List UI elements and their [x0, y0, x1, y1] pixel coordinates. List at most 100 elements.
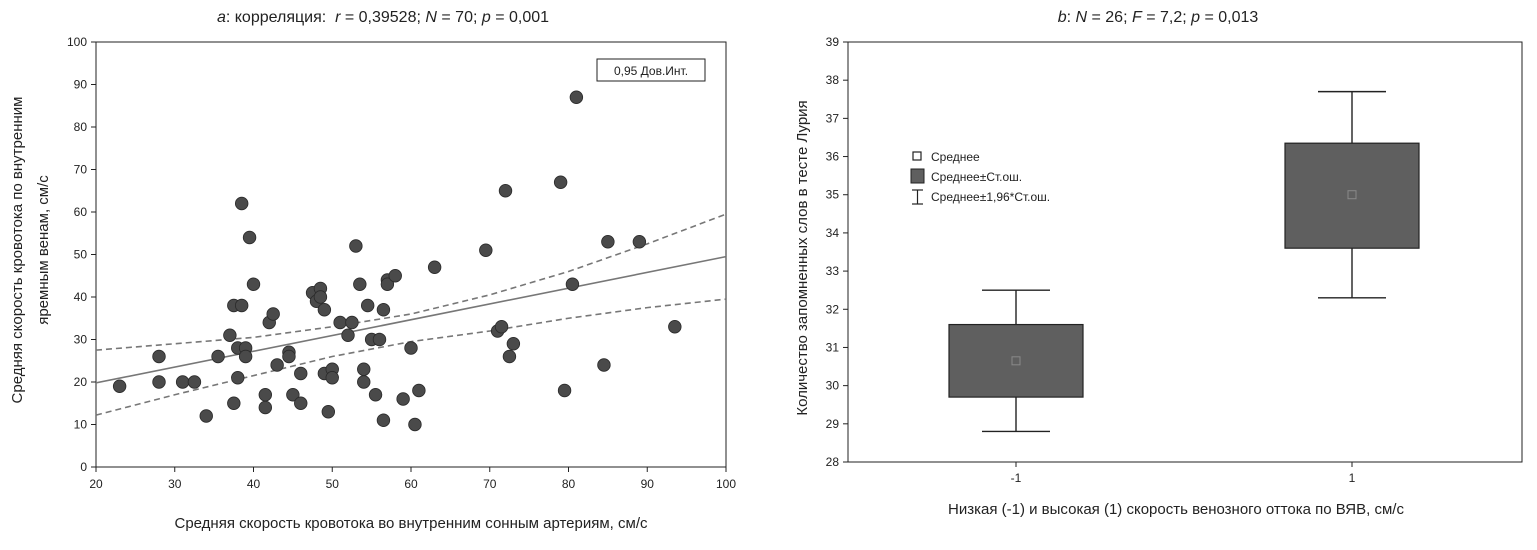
scatter-point — [294, 396, 308, 410]
scatter-point — [258, 388, 273, 402]
scatter-point — [345, 315, 359, 330]
scatter-point — [223, 328, 237, 342]
y-tick-label: 70 — [74, 163, 88, 177]
x-tick-label: 60 — [404, 477, 418, 491]
scatter-point — [211, 349, 225, 364]
scatter-point — [357, 375, 371, 389]
scatter-point — [353, 277, 367, 291]
y-tick-label: 40 — [74, 290, 88, 304]
y-tick-label: 28 — [826, 455, 840, 469]
scatter-point — [231, 371, 245, 385]
panel-b-y-axis-label: Количество запомненных слов в тесте Лури… — [794, 100, 811, 415]
x-tick-label: 30 — [168, 477, 182, 491]
scatter-point — [246, 277, 261, 291]
scatter-point — [294, 366, 308, 381]
scatter-point — [333, 315, 347, 330]
legend-ci-label: Среднее±1,96*Ст.ош. — [931, 190, 1050, 204]
scatter-point — [553, 175, 568, 189]
panel-b-title-sep: : — [1067, 9, 1076, 26]
y-tick-label: 100 — [67, 35, 87, 49]
scatter-point — [238, 349, 253, 364]
panel-b-title-f-value: = 7,2; — [1142, 9, 1191, 26]
y-tick-label: 30 — [74, 333, 88, 347]
y-tick-label: 0 — [80, 460, 87, 474]
scatter-point — [325, 371, 339, 385]
y-tick-label: 36 — [826, 150, 840, 164]
scatter-point — [388, 269, 402, 283]
scatter-point — [242, 230, 257, 245]
panel-a-title-p-value: = 0,001 — [491, 9, 549, 26]
x-tick-label: 40 — [247, 477, 261, 491]
scatter-point — [341, 328, 355, 342]
y-tick-label: 90 — [74, 78, 88, 92]
panel-b-title-n: N — [1075, 9, 1087, 26]
x-tick-label: 100 — [716, 477, 736, 491]
panel-a-x-ticks: 20 30 40 50 60 70 80 90 100 — [89, 467, 736, 491]
scatter-point — [498, 184, 513, 198]
scatter-point — [668, 320, 682, 334]
panel-a-x-axis-label: Средняя скорость кровотока во внутренним… — [174, 515, 648, 532]
scatter-point — [427, 260, 442, 274]
y-tick-label: 80 — [74, 120, 88, 134]
panel-a-title: a: корреляция: r = 0,39528; N = 70; p = … — [217, 9, 549, 26]
x-tick-label: 90 — [641, 477, 655, 491]
y-tick-label: 10 — [74, 418, 88, 432]
panel-b-title-letter: b — [1058, 9, 1067, 26]
panel-b-title-n-value: = 26; — [1087, 9, 1132, 26]
x-tick-label: -1 — [1011, 471, 1022, 485]
legend-ci-whisker-icon — [912, 189, 923, 205]
y-tick-label: 33 — [826, 264, 840, 278]
se-box — [948, 323, 1084, 398]
x-tick-label: 1 — [1349, 471, 1356, 485]
panel-a-title-r: r — [335, 9, 341, 26]
scatter-point — [565, 277, 580, 291]
ci-upper-line — [95, 213, 727, 351]
y-tick-label: 30 — [826, 379, 840, 393]
panel-a-plot-frame — [95, 41, 727, 468]
x-tick-label: 50 — [326, 477, 340, 491]
y-tick-label: 29 — [826, 417, 840, 431]
scatter-point — [506, 337, 521, 351]
panel-a-y-axis-label-line-2: яремным венам, см/с — [35, 175, 52, 325]
panel-b-title-p-value: = 0,013 — [1200, 9, 1258, 26]
y-tick-label: 35 — [826, 188, 840, 202]
box-group — [948, 289, 1084, 433]
scatter-point — [368, 388, 383, 402]
legend-se-box-icon — [910, 168, 925, 184]
panel-a-y-axis-label-line-1: Средняя скорость кровотока по внутренним — [9, 97, 26, 404]
panel-b-boxplot: b: N = 26; F = 7,2; p = 0,013 28 29 30 31 32… — [794, 9, 1523, 518]
se-box — [1284, 142, 1420, 249]
panel-a-legend: 0,95 Дов.Инт. — [596, 58, 706, 82]
scatter-point — [601, 235, 615, 249]
y-tick-label: 32 — [826, 302, 840, 316]
panel-b-x-ticks: -1 1 — [1011, 462, 1356, 485]
scatter-point — [270, 358, 284, 372]
y-tick-label: 34 — [826, 226, 840, 240]
panel-a-legend-box — [596, 58, 706, 82]
box-group — [1284, 90, 1420, 299]
scatter-point — [632, 235, 647, 249]
y-tick-label: 37 — [826, 111, 840, 125]
scatter-point — [502, 349, 517, 364]
mean-marker — [1347, 190, 1357, 200]
y-tick-label: 50 — [74, 248, 88, 262]
scatter-point — [376, 303, 391, 317]
scatter-point — [321, 405, 336, 419]
scatter-point — [494, 320, 509, 334]
scatter-point — [479, 243, 493, 257]
legend-mean-label: Среднее — [931, 150, 980, 164]
scatter-point — [597, 358, 611, 372]
scatter-point — [317, 303, 332, 317]
scatter-point — [396, 392, 410, 406]
panel-a-title-p: p — [481, 9, 491, 26]
scatter-point — [376, 413, 391, 427]
panel-b-title-f: F — [1132, 9, 1143, 26]
panel-b-title-p: p — [1190, 9, 1200, 26]
y-tick-label: 60 — [74, 205, 88, 219]
y-tick-label: 20 — [74, 375, 88, 389]
panel-b-boxes — [948, 90, 1420, 433]
x-tick-label: 80 — [562, 477, 576, 491]
scatter-point — [357, 362, 371, 376]
y-tick-label: 31 — [826, 340, 840, 354]
y-tick-label: 39 — [826, 35, 840, 49]
